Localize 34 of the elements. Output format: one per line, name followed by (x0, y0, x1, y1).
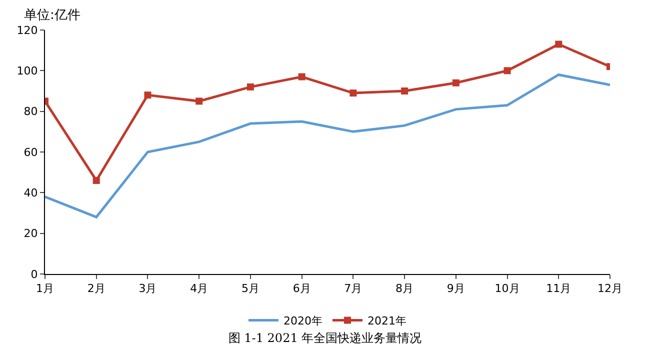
x-tick-label: 9月 (446, 282, 465, 296)
x-tick-label: 4月 (190, 282, 208, 296)
point (350, 90, 357, 97)
point (504, 67, 511, 74)
x-tick-label: 11月 (546, 282, 572, 296)
y-tick-label: 100 (16, 64, 38, 78)
legend-label: 2021年 (368, 314, 406, 328)
x-tick-label: 7月 (344, 282, 362, 296)
x-tick-label: 6月 (292, 282, 311, 296)
point (144, 92, 152, 99)
point (246, 83, 254, 90)
x-tick-label: 1月 (36, 282, 54, 296)
line-series (45, 73, 610, 218)
point (298, 73, 306, 80)
y-axis-title: 单位:亿件 (24, 8, 80, 23)
point (452, 79, 460, 86)
text: 图 1-1 2021 年全国快递业务量情况 (228, 331, 422, 346)
x-tick-label: 2月 (87, 282, 106, 296)
point (555, 40, 562, 48)
x-tick-label: 10月 (494, 282, 520, 296)
y-tick-label: 80 (24, 105, 38, 118)
y-tick-label: 20 (24, 227, 38, 240)
point (196, 98, 203, 105)
x-tick-label: 3月 (138, 282, 157, 296)
y-tick-label: 60 (24, 146, 38, 159)
x-tick-label: 8月 (396, 282, 414, 296)
x-tick-label: 5月 (241, 282, 260, 296)
y-tick-label: 120 (16, 24, 38, 37)
y-tick-label: 40 (24, 186, 38, 200)
point (92, 176, 100, 184)
legend-label: 2020年 (284, 314, 322, 328)
x-tick-label: 12月 (598, 282, 622, 296)
point (401, 88, 408, 94)
y-tick-label: 0 (30, 268, 38, 281)
